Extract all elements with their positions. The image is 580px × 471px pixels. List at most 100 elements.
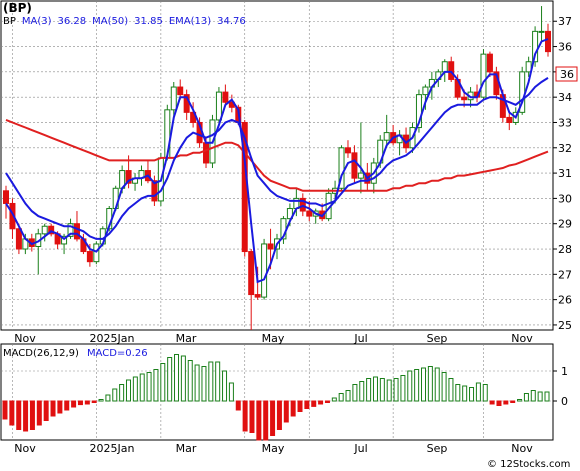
price-ytick-label: 33 [558,116,572,129]
macd-bar [475,382,481,402]
price-ytick-label: 37 [558,15,572,28]
candle-body [545,30,551,53]
macd-ytick-label: 1 [561,365,568,378]
candle-body [254,294,261,298]
macd-bar [16,400,22,430]
candle-body [48,225,55,235]
macd-bar [352,384,358,402]
legend-item: BP [3,16,16,27]
macd-bar [9,400,15,426]
macd-panel: 0 1 Nov 2025Jan Mar May Jul Sep Nov [0,343,568,455]
macd-bar [386,379,392,402]
price-ytick-label: 29 [558,218,572,231]
macd-bar [276,400,282,430]
price-ytick-label: 28 [558,243,572,256]
macd-bar [414,369,420,402]
price-plot-frame [0,0,554,331]
macd-xtick-label: 2025Jan [90,442,135,455]
candle-body [125,170,132,184]
macd-bar [2,400,8,420]
macd-bar [290,400,296,417]
macd-bar [23,400,29,432]
macd-bar [517,399,523,402]
candle-body [261,243,268,298]
macd-bar [482,384,488,402]
macd-bar [311,400,317,407]
macd-xtick-label: Nov [511,442,533,455]
price-ytick-label: 27 [558,268,572,281]
candle-body [415,94,422,129]
ma50-line [5,77,549,240]
macd-bar [455,384,461,402]
price-ytick-label: 32 [558,142,572,155]
ema13-line [5,118,549,192]
indicator-legend: BP MA(3) 36.28 MA(50) 31.85 EMA(13) 34.76 [3,16,246,27]
macd-bar [338,393,344,402]
macd-ytick-label: 0 [561,395,568,408]
macd-bar [242,400,248,432]
price-ytick-label: 31 [558,167,572,180]
price-xtick-label: Nov [14,332,36,345]
macd-bar [530,390,536,402]
price-xtick-label: Jul [353,332,367,345]
candle-body [93,243,100,263]
macd-bar [359,381,365,402]
macd-bar [544,391,550,402]
macd-bar [222,370,228,402]
candle-body [486,53,493,73]
macd-bar [36,400,42,426]
price-panel: 25262728293031323334353637Nov2025JanMarM… [0,0,572,345]
macd-bar [146,372,152,402]
price-xtick-label: Sep [427,332,448,345]
macd-bar [537,391,543,402]
candle-body [286,208,293,220]
price-xtick-label: Nov [511,332,533,345]
macd-bar [249,400,255,433]
macd-legend-item: MACD(26,12,9) [3,348,79,359]
candle-body [73,223,80,240]
candle-body [461,96,468,101]
macd-legend: MACD(26,12,9) MACD=0.26 [3,348,148,359]
macd-bar [427,366,433,402]
price-ytick-label: 36 [558,41,572,54]
candle-body [15,228,22,250]
macd-bar [448,378,454,402]
macd-bar [174,354,180,402]
macd-bar [91,400,97,403]
macd-bar [372,376,378,402]
macd-bar [139,373,145,402]
macd-bar [119,384,125,402]
price-ytick-label: 25 [558,319,572,332]
macd-bar [64,400,70,411]
candle-body [86,251,93,263]
last-price-label: 36 [560,68,574,81]
candle-body [448,61,455,80]
candle-body [170,86,177,111]
macd-bar [503,400,509,405]
macd-bar [462,385,468,402]
price-xtick-label: 2025Jan [90,332,135,345]
macd-bar [283,400,289,423]
macd-bar [434,367,440,402]
macd-bar [270,400,276,436]
candle-body [41,225,48,235]
price-ytick-label: 30 [558,192,572,205]
candle-body [61,235,68,245]
macd-bar [345,390,351,402]
macd-bar [201,366,207,402]
macd-bar [256,400,262,441]
ma3-line [5,38,549,284]
macd-bar [510,400,516,403]
macd-bar [400,375,406,402]
legend-item: 31.85 [134,16,163,27]
candle-body [338,147,345,189]
macd-bar [112,388,118,402]
candle-body [222,91,229,103]
candle-body [532,30,539,63]
candle-body [422,86,429,96]
candle-body [480,53,487,98]
macd-bar [43,400,49,421]
macd-bar [208,361,214,402]
macd-bar [98,399,104,402]
